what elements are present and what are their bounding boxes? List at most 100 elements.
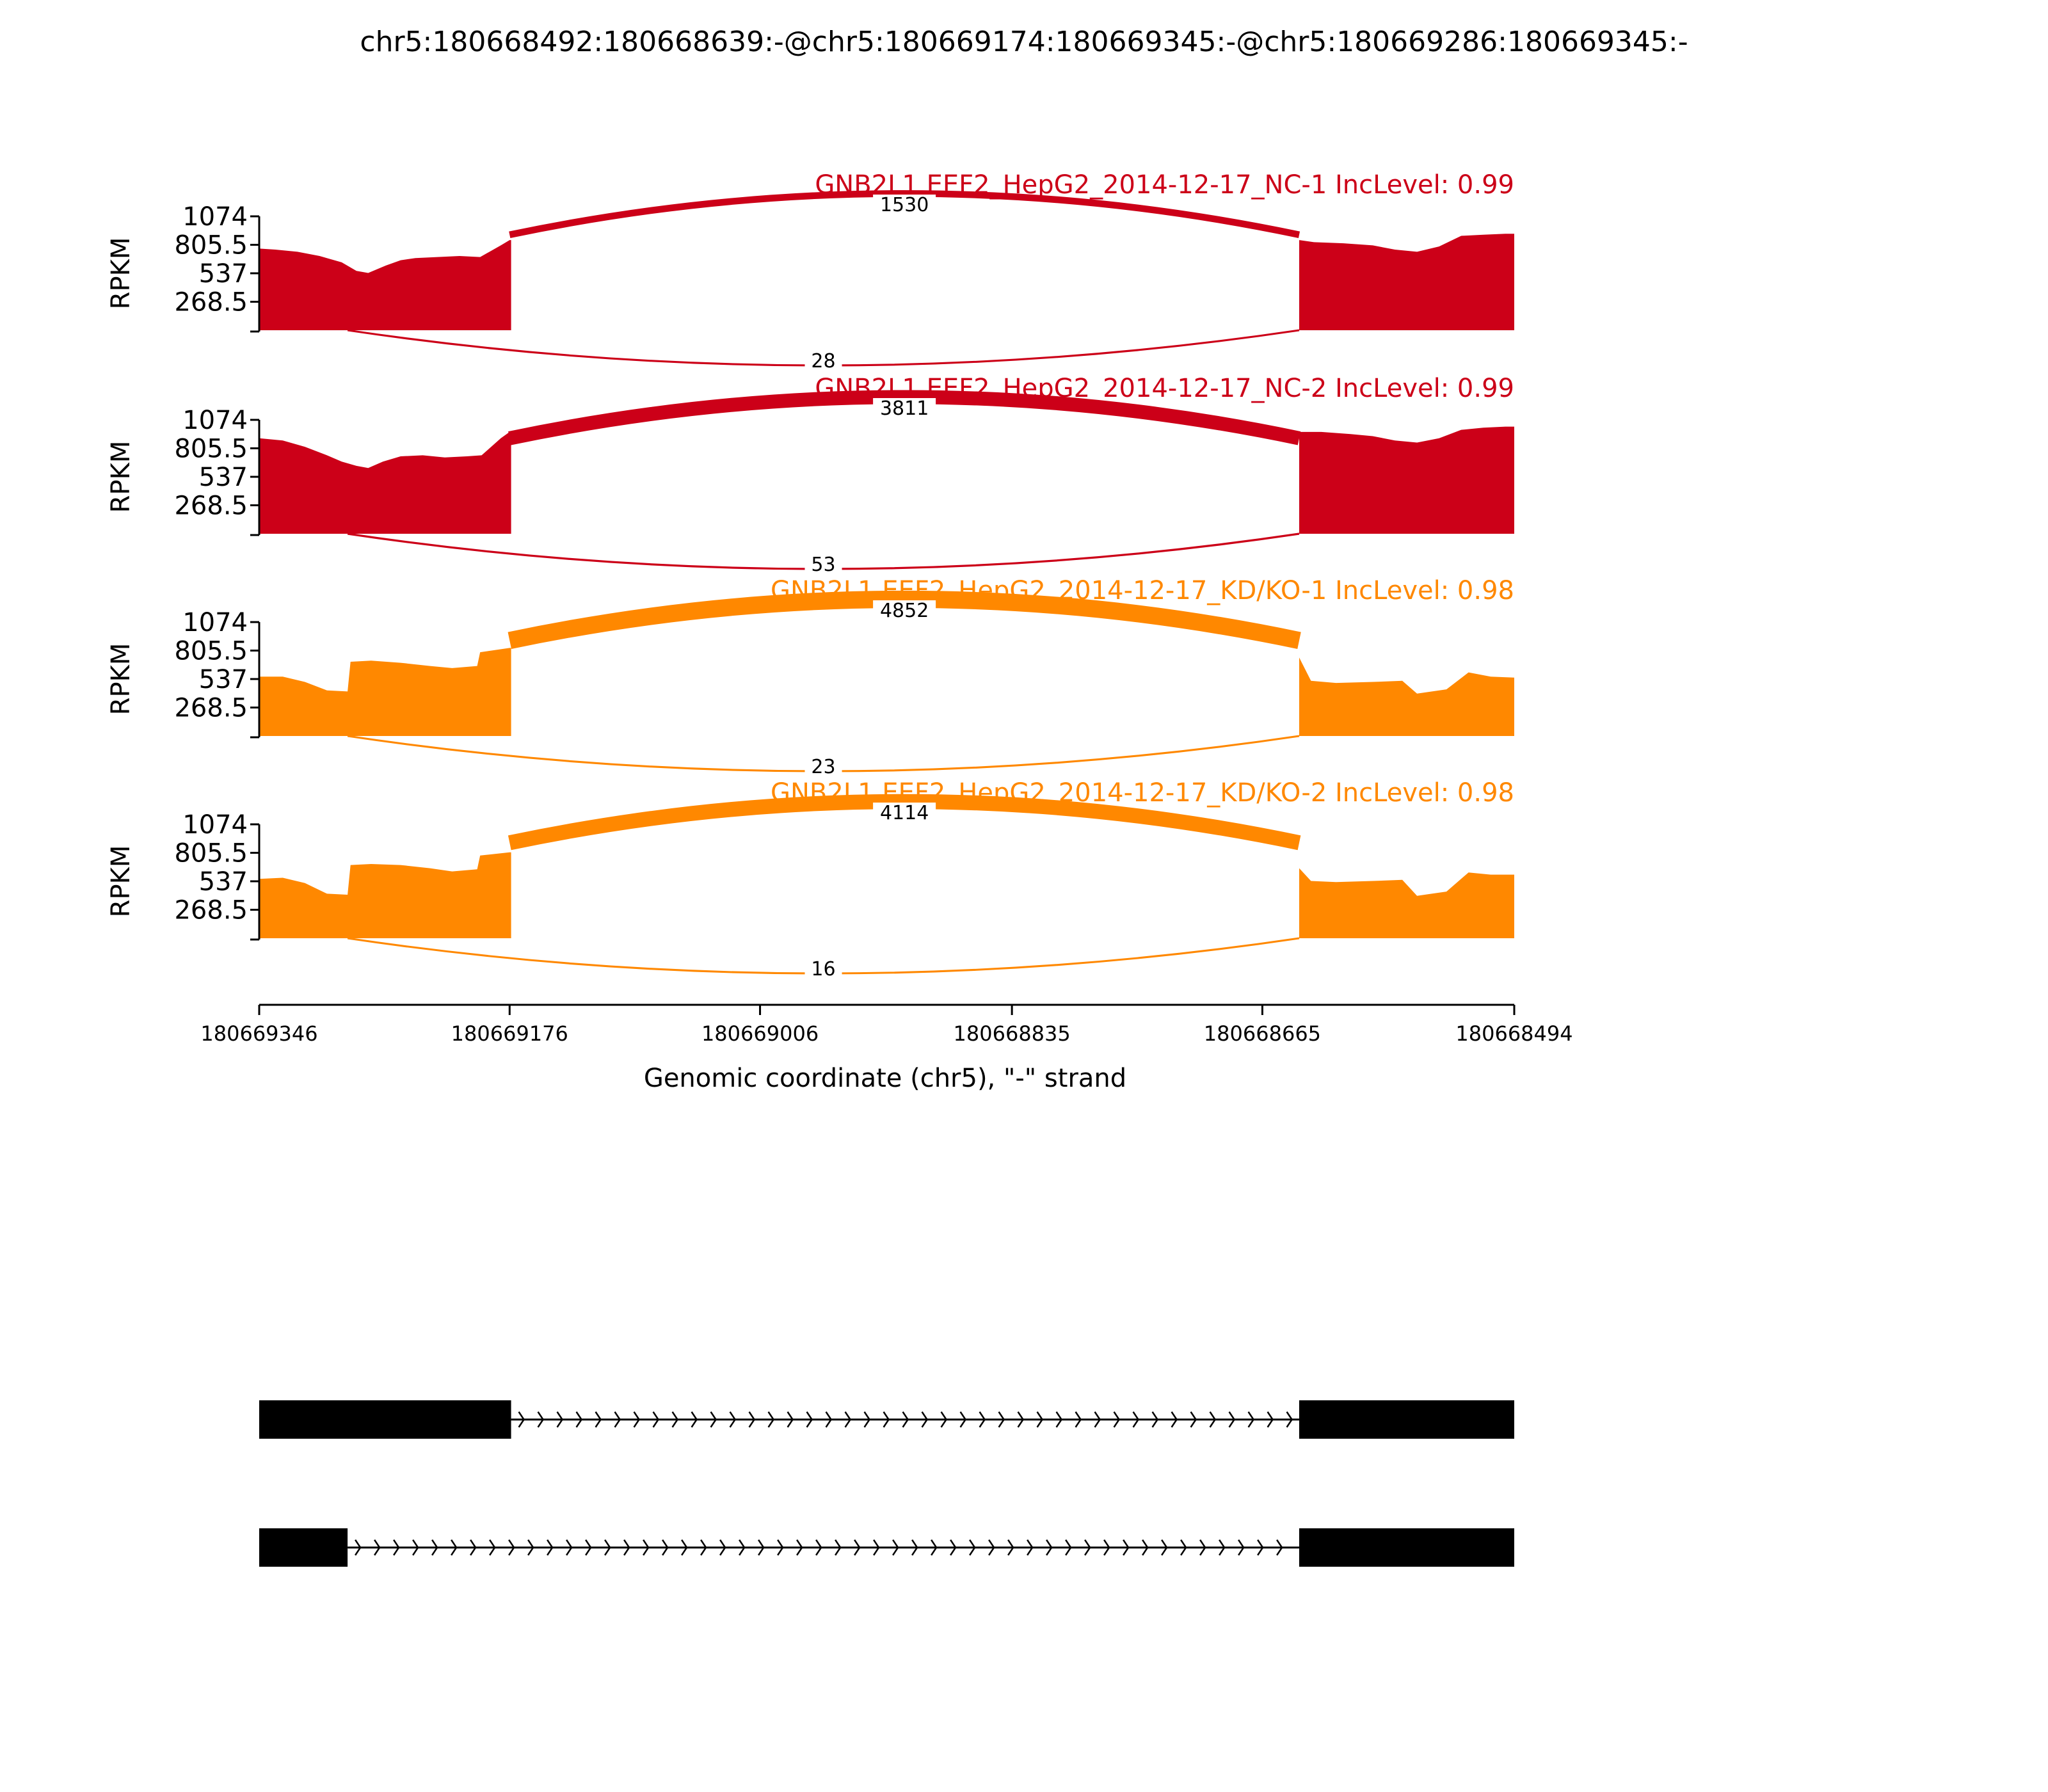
strand-arrow <box>1180 1539 1187 1556</box>
y-tick-label: 805.5 <box>174 637 248 666</box>
strand-arrow <box>988 1539 995 1556</box>
junction-count: 3811 <box>880 397 929 420</box>
junction-arc <box>508 390 1301 445</box>
strand-arrow <box>566 1539 573 1556</box>
strand-arrow <box>1151 1411 1159 1428</box>
strand-arrow <box>595 1411 602 1428</box>
strand-arrow <box>633 1411 641 1428</box>
exon-box <box>1299 1528 1514 1567</box>
strand-arrow <box>719 1539 726 1556</box>
x-axis: 180669346 180669176 180669006 180668835 1806… <box>200 1004 1573 1046</box>
strand-arrow <box>671 1411 679 1428</box>
strand-arrow <box>863 1411 871 1428</box>
x-tick-label: 180668665 <box>1204 1021 1321 1046</box>
strand-arrow <box>892 1539 899 1556</box>
strand-arrow <box>1219 1539 1226 1556</box>
strand-arrow <box>575 1411 583 1428</box>
strand-arrow <box>1142 1539 1149 1556</box>
strand-arrow <box>1247 1411 1255 1428</box>
strand-arrow <box>1084 1539 1091 1556</box>
strand-arrow <box>1065 1539 1072 1556</box>
strand-arrow <box>700 1539 707 1556</box>
junction-label-bg <box>873 398 936 421</box>
strand-arrow <box>614 1411 621 1428</box>
y-tick-label: 1074 <box>182 810 248 840</box>
strand-arrow <box>518 1411 525 1428</box>
strand-arrow <box>815 1539 822 1556</box>
coverage-area-exon-right <box>1299 234 1514 330</box>
strand-arrow <box>748 1411 756 1428</box>
y-tick-label: 1074 <box>182 202 248 232</box>
strand-arrow <box>1171 1411 1178 1428</box>
strand-arrow <box>652 1411 660 1428</box>
y-tick-label: 268.5 <box>174 288 248 317</box>
coverage-area-exon-left <box>259 852 511 938</box>
strand-arrow <box>1046 1539 1053 1556</box>
strand-arrow <box>527 1539 534 1556</box>
coverage-area-exon-left <box>259 240 511 330</box>
strand-arrow <box>854 1539 861 1556</box>
strand-arrow <box>1055 1411 1063 1428</box>
strand-arrow <box>412 1539 419 1556</box>
strand-arrow <box>1238 1539 1245 1556</box>
x-tick-label: 180669006 <box>701 1021 819 1046</box>
junction-label-bg <box>873 600 936 623</box>
strand-arrow <box>585 1539 592 1556</box>
junction-count: 4114 <box>880 802 929 824</box>
isoform-structures <box>259 1400 1514 1567</box>
junction-label-bg <box>873 195 936 218</box>
strand-arrow <box>796 1539 803 1556</box>
strand-arrow <box>931 1539 938 1556</box>
isoform-1 <box>259 1400 1514 1439</box>
strand-arrow <box>547 1539 554 1556</box>
junction-label-bg <box>804 351 842 374</box>
strand-arrow <box>1132 1411 1140 1428</box>
strand-arrow <box>470 1539 477 1556</box>
junction-label-bg <box>804 554 842 577</box>
junction-arc <box>508 794 1301 851</box>
y-tick-label: 805.5 <box>174 839 248 868</box>
strand-arrow <box>1113 1411 1121 1428</box>
strand-arrow <box>643 1539 650 1556</box>
y-tick-label: 268.5 <box>174 694 248 723</box>
coverage-area-exon-right <box>1299 657 1514 736</box>
strand-arrow <box>1257 1539 1264 1556</box>
strand-arrow <box>374 1539 381 1556</box>
strand-arrow <box>729 1411 737 1428</box>
strand-arrow <box>787 1411 794 1428</box>
strand-arrow <box>489 1539 496 1556</box>
strand-arrow <box>777 1539 784 1556</box>
junction-label-bg <box>873 803 936 826</box>
strand-arrow <box>921 1411 929 1428</box>
strand-arrow <box>681 1539 688 1556</box>
strand-arrow <box>451 1539 458 1556</box>
strand-arrow <box>998 1411 1005 1428</box>
strand-arrow <box>902 1411 909 1428</box>
y-axis-label: RPKM <box>106 441 136 513</box>
strand-arrow <box>950 1539 957 1556</box>
strand-arrow <box>691 1411 698 1428</box>
x-axis-label: Genomic coordinate (chr5), "-" strand <box>644 1064 1126 1093</box>
strand-arrow <box>1036 1411 1044 1428</box>
strand-arrow <box>1286 1411 1293 1428</box>
strand-arrow <box>1075 1411 1082 1428</box>
coverage-area-exon-right <box>1299 868 1514 938</box>
strand-arrow <box>710 1411 717 1428</box>
strand-arrow <box>959 1411 967 1428</box>
strand-arrow <box>835 1539 842 1556</box>
strand-arrow <box>940 1411 948 1428</box>
strand-arrow <box>1103 1539 1110 1556</box>
strand-arrow <box>825 1411 833 1428</box>
y-tick-label: 537 <box>199 867 248 897</box>
strand-arrow <box>873 1539 880 1556</box>
y-tick-label: 268.5 <box>174 896 248 925</box>
exon-box <box>1299 1400 1514 1439</box>
coverage-area-exon-right <box>1299 426 1514 534</box>
coverage-area-exon-left <box>259 431 511 534</box>
strand-arrow <box>662 1539 669 1556</box>
